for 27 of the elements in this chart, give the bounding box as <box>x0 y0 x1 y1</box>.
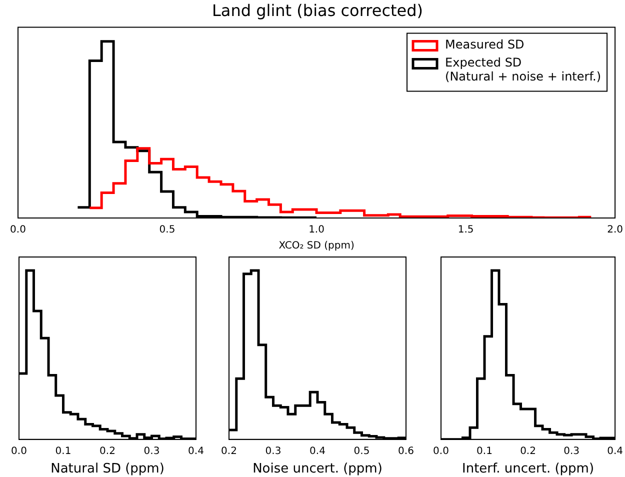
chart-title: Land glint (bias corrected) <box>212 0 423 20</box>
legend-label: Measured SD <box>445 37 524 52</box>
x-tick-label: 2.0 <box>607 224 623 236</box>
x-tick-label: 0.3 <box>564 446 580 457</box>
x-axis-title: Noise uncert. (ppm) <box>252 462 382 477</box>
x-tick-label: 1.5 <box>458 224 474 236</box>
x-tick-label: 0.6 <box>398 446 414 457</box>
x-tick-label: 0.2 <box>520 446 536 457</box>
x-tick-label: 0.1 <box>55 446 72 457</box>
x-tick-label: 0.2 <box>100 446 116 457</box>
x-tick-label: 0.4 <box>607 446 623 457</box>
x-tick-label: 0.0 <box>433 446 449 457</box>
x-tick-label: 0.0 <box>11 446 27 457</box>
x-axis-title: XCO₂ SD (ppm) <box>278 240 354 252</box>
x-tick-label: 0.4 <box>188 446 204 457</box>
x-tick-label: 0.0 <box>10 224 26 236</box>
x-axis-title: Interf. uncert. (ppm) <box>462 462 594 477</box>
x-tick-label: 0.3 <box>265 446 282 457</box>
x-tick-label: 0.5 <box>354 446 370 457</box>
x-tick-label: 0.5 <box>159 224 176 236</box>
x-tick-label: 0.1 <box>476 446 492 457</box>
x-tick-label: 1.0 <box>308 224 324 236</box>
legend-label: Expected SD (Natural + noise + interf.) <box>445 55 602 84</box>
x-tick-label: 0.4 <box>310 446 326 457</box>
x-tick-label: 0.3 <box>144 446 160 457</box>
x-axis-title: Natural SD (ppm) <box>50 462 164 477</box>
x-tick-label: 0.2 <box>221 446 237 457</box>
